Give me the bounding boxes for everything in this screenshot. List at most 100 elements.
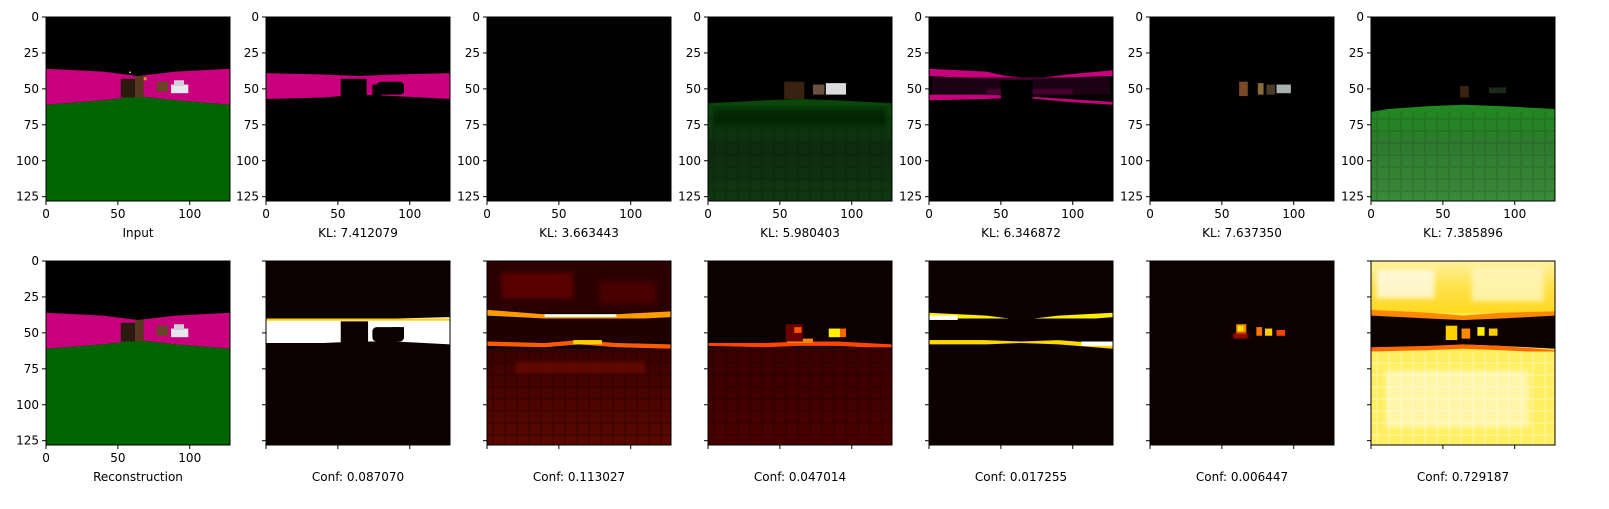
panel-caption: KL: 7.385896 bbox=[1423, 226, 1503, 240]
x-tick-label: 100 bbox=[619, 207, 642, 221]
panel-image bbox=[46, 17, 230, 201]
panel-image bbox=[708, 261, 892, 445]
y-tick-label: 75 bbox=[686, 118, 701, 132]
y-tick-label: 100 bbox=[899, 154, 922, 168]
x-tick-label: 50 bbox=[1214, 207, 1229, 221]
axes-frame bbox=[45, 260, 231, 446]
panel-bottom-7: Conf: 0.729187 bbox=[1367, 260, 1556, 484]
y-tick-label: 50 bbox=[465, 82, 480, 96]
axes-frame bbox=[707, 16, 893, 202]
x-tick-label: 100 bbox=[178, 207, 201, 221]
panel-top-2: 0 50 100 0 25 50 75 100 125 KL: 7.412079 bbox=[236, 10, 451, 240]
x-tick-label: 0 bbox=[1146, 207, 1154, 221]
y-tick-label: 125 bbox=[1120, 190, 1143, 204]
panel-caption: KL: 7.412079 bbox=[318, 226, 398, 240]
panel-bottom-1: 0 50 100 0 25 50 75 100 125 Reconstruction bbox=[16, 254, 231, 484]
y-tick-label: 50 bbox=[907, 82, 922, 96]
x-tick-label: 0 bbox=[925, 207, 933, 221]
y-tick-label: 100 bbox=[16, 154, 39, 168]
axes-frame bbox=[486, 260, 672, 446]
y-tick-label: 25 bbox=[907, 46, 922, 60]
panel-bottom-2: Conf: 0.087070 bbox=[262, 260, 451, 484]
axes-frame bbox=[486, 16, 672, 202]
y-tick-label: 100 bbox=[16, 398, 39, 412]
y-tick-label: 25 bbox=[244, 46, 259, 60]
y-tick-label: 0 bbox=[31, 10, 39, 24]
panel-caption: KL: 3.663443 bbox=[539, 226, 619, 240]
panel-image bbox=[929, 261, 1113, 445]
y-tick-label: 125 bbox=[16, 190, 39, 204]
panel-bottom-3: Conf: 0.113027 bbox=[483, 260, 672, 484]
x-tick-label: 50 bbox=[330, 207, 345, 221]
x-tick-label: 100 bbox=[1503, 207, 1526, 221]
y-tick-label: 50 bbox=[1349, 82, 1364, 96]
y-tick-label: 100 bbox=[236, 154, 259, 168]
panel-caption: Conf: 0.017255 bbox=[975, 470, 1067, 484]
panel-caption: KL: 5.980403 bbox=[760, 226, 840, 240]
panel-bottom-5: Conf: 0.017255 bbox=[925, 260, 1114, 484]
y-tick-label: 0 bbox=[693, 10, 701, 24]
panel-caption: Conf: 0.006447 bbox=[1196, 470, 1288, 484]
panel-top-1: 0 50 100 0 25 50 75 100 125 Input bbox=[16, 10, 231, 240]
y-tick-label: 25 bbox=[1128, 46, 1143, 60]
y-tick-label: 25 bbox=[686, 46, 701, 60]
y-tick-label: 25 bbox=[465, 46, 480, 60]
y-tick-label: 50 bbox=[686, 82, 701, 96]
panel-image bbox=[1150, 17, 1334, 201]
x-tick-label: 100 bbox=[178, 451, 201, 465]
panel-image bbox=[487, 17, 671, 201]
x-tick-label: 100 bbox=[1282, 207, 1305, 221]
y-tick-label: 25 bbox=[24, 290, 39, 304]
panel-caption: Input bbox=[122, 226, 153, 240]
y-tick-label: 100 bbox=[1120, 154, 1143, 168]
y-tick-label: 50 bbox=[1128, 82, 1143, 96]
y-tick-label: 75 bbox=[907, 118, 922, 132]
panel-image bbox=[487, 261, 671, 445]
panel-caption: Conf: 0.047014 bbox=[754, 470, 846, 484]
y-tick-label: 75 bbox=[244, 118, 259, 132]
y-tick-label: 100 bbox=[457, 154, 480, 168]
y-tick-label: 75 bbox=[1128, 118, 1143, 132]
panel-top-7: 0 50 100 0 25 50 75 100 125 KL: 7.385896 bbox=[1341, 10, 1556, 240]
y-tick-label: 125 bbox=[678, 190, 701, 204]
panel-caption: KL: 6.346872 bbox=[981, 226, 1061, 240]
axes-frame bbox=[928, 260, 1114, 446]
y-tick-label: 125 bbox=[899, 190, 922, 204]
panel-image bbox=[708, 17, 892, 201]
panel-image bbox=[46, 261, 230, 445]
y-tick-label: 75 bbox=[1349, 118, 1364, 132]
y-tick-label: 0 bbox=[914, 10, 922, 24]
x-tick-label: 50 bbox=[993, 207, 1008, 221]
axes-frame bbox=[1149, 260, 1335, 446]
panel-image bbox=[1371, 17, 1555, 201]
panel-caption: Conf: 0.113027 bbox=[533, 470, 625, 484]
x-tick-label: 50 bbox=[1435, 207, 1450, 221]
x-tick-label: 50 bbox=[772, 207, 787, 221]
axes-frame bbox=[707, 260, 893, 446]
panel-image bbox=[1371, 261, 1555, 445]
axes-frame bbox=[928, 16, 1114, 202]
axes-frame bbox=[1370, 260, 1556, 446]
panel-image bbox=[929, 17, 1113, 201]
y-tick-label: 50 bbox=[24, 82, 39, 96]
x-tick-label: 0 bbox=[704, 207, 712, 221]
y-tick-label: 0 bbox=[31, 254, 39, 268]
panel-image bbox=[266, 261, 450, 445]
y-tick-label: 0 bbox=[472, 10, 480, 24]
x-tick-label: 100 bbox=[840, 207, 863, 221]
x-tick-label: 50 bbox=[110, 451, 125, 465]
x-tick-label: 0 bbox=[483, 207, 491, 221]
y-tick-label: 125 bbox=[236, 190, 259, 204]
y-tick-label: 0 bbox=[1135, 10, 1143, 24]
panel-caption: Conf: 0.729187 bbox=[1417, 470, 1509, 484]
y-tick-label: 25 bbox=[24, 46, 39, 60]
panel-top-5: 0 50 100 0 25 50 75 100 125 KL: 6.346872 bbox=[899, 10, 1114, 240]
x-tick-label: 100 bbox=[398, 207, 421, 221]
x-tick-label: 0 bbox=[42, 207, 50, 221]
y-tick-label: 125 bbox=[1341, 190, 1364, 204]
axes-frame bbox=[265, 16, 451, 202]
y-tick-label: 100 bbox=[678, 154, 701, 168]
panel-caption: Reconstruction bbox=[93, 470, 183, 484]
y-tick-label: 50 bbox=[24, 326, 39, 340]
